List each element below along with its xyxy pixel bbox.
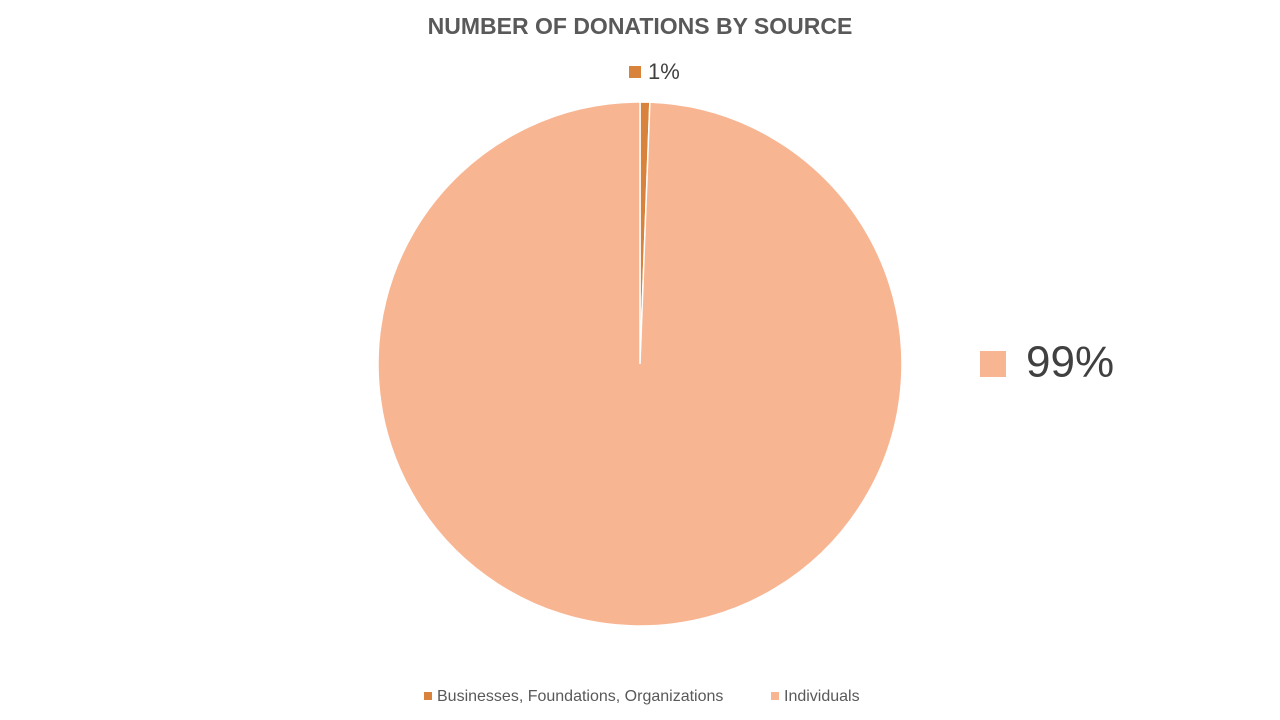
- data-label: 99%: [1026, 338, 1114, 387]
- label-key: [629, 66, 641, 78]
- chart-title: NUMBER OF DONATIONS BY SOURCE: [428, 13, 853, 39]
- legend-swatch: [771, 692, 779, 700]
- label-key: [980, 351, 1006, 377]
- data-label: 1%: [648, 59, 680, 84]
- pie-slice: [377, 101, 903, 627]
- legend-label: Individuals: [784, 688, 860, 705]
- legend-label: Businesses, Foundations, Organizations: [437, 688, 723, 705]
- legend-swatch: [424, 692, 432, 700]
